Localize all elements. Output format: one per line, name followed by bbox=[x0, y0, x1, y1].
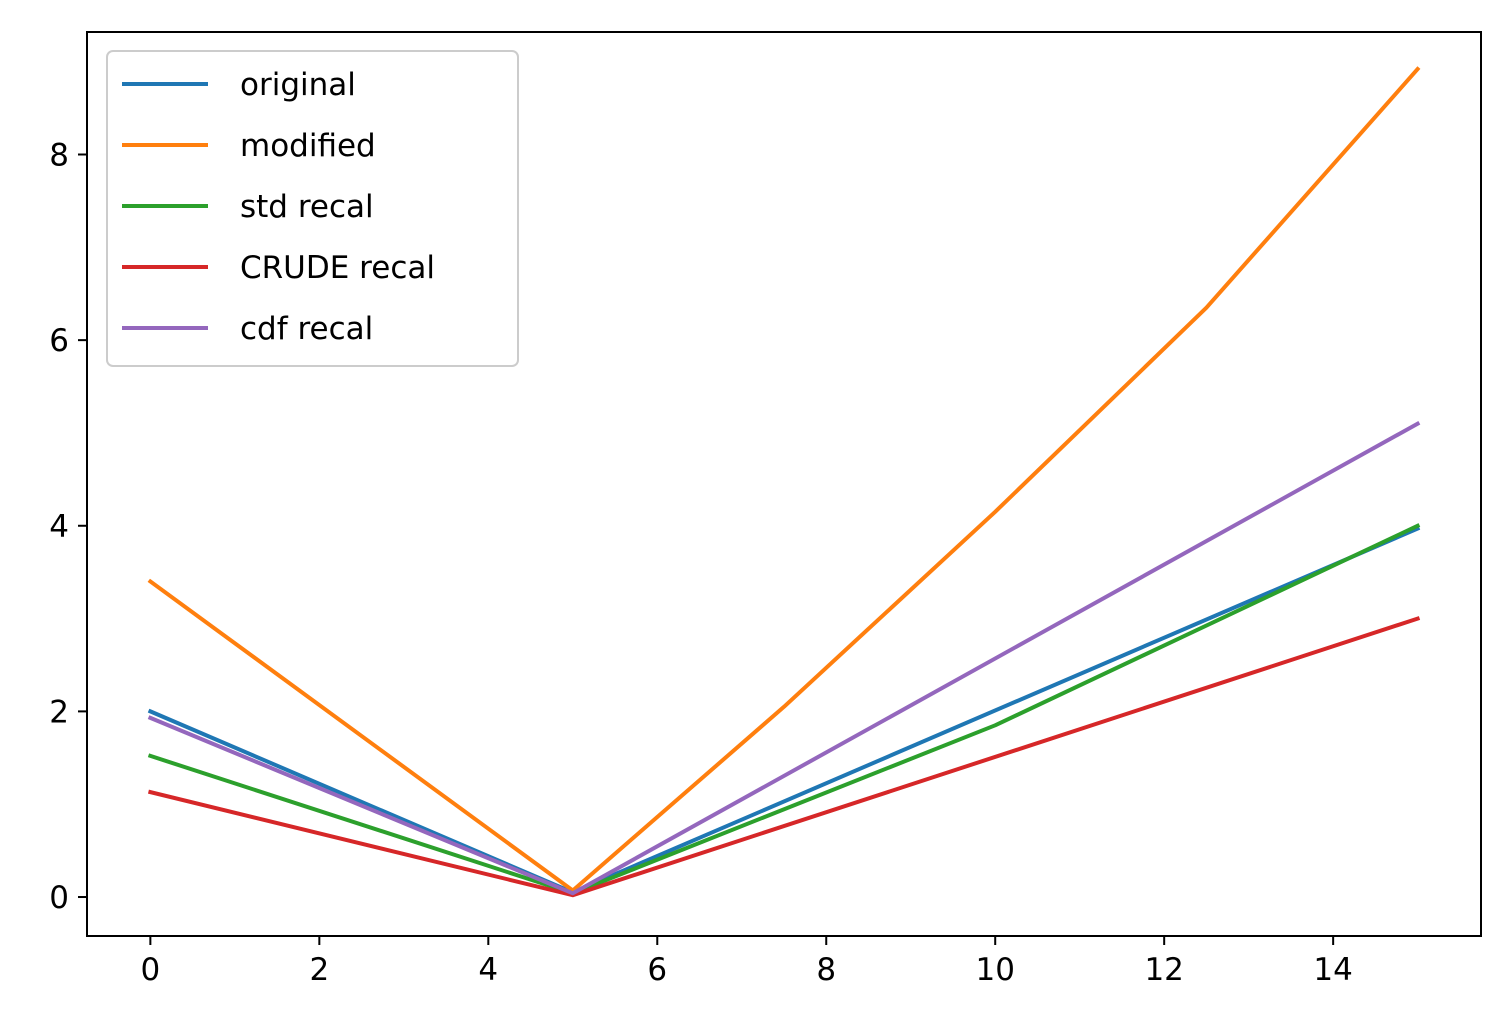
x-tick-label: 10 bbox=[975, 952, 1014, 988]
y-tick-label: 6 bbox=[49, 323, 69, 359]
legend-label-crude-recal: CRUDE recal bbox=[240, 250, 435, 286]
legend-label-std-recal: std recal bbox=[240, 189, 374, 225]
y-tick-label: 0 bbox=[49, 880, 69, 916]
legend-label-modified: modified bbox=[240, 128, 376, 164]
x-tick-label: 14 bbox=[1313, 952, 1352, 988]
x-tick-label: 6 bbox=[647, 952, 667, 988]
y-tick-label: 4 bbox=[49, 509, 69, 545]
x-tick-label: 12 bbox=[1144, 952, 1183, 988]
y-tick-label: 2 bbox=[49, 694, 69, 730]
legend-label-original: original bbox=[240, 67, 356, 103]
x-tick-label: 0 bbox=[140, 952, 160, 988]
y-tick-label: 8 bbox=[49, 138, 69, 174]
legend: original modified std recal CRUDE recal cdf … bbox=[107, 51, 518, 366]
legend-label-cdf-recal: cdf recal bbox=[240, 311, 373, 347]
x-tick-label: 4 bbox=[478, 952, 498, 988]
x-tick-label: 2 bbox=[309, 952, 329, 988]
x-tick-label: 8 bbox=[816, 952, 836, 988]
